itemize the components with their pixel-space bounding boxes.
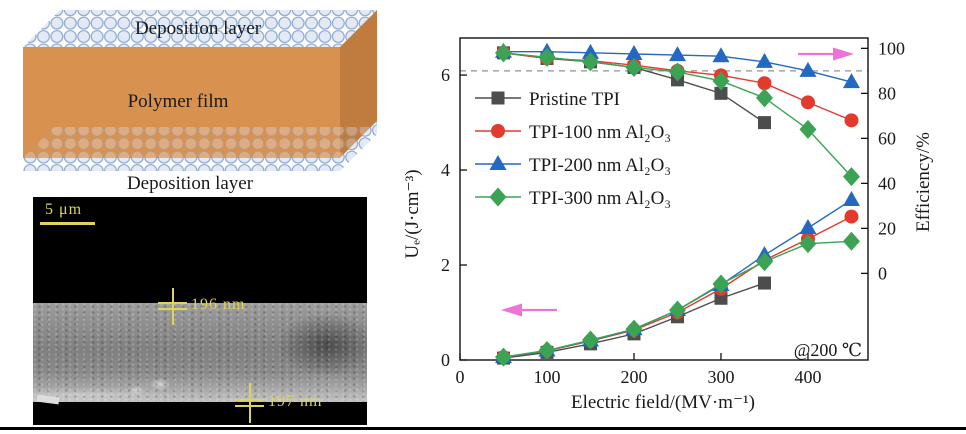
- x-tick-label: 400: [794, 367, 821, 387]
- marker-diamond: [755, 88, 773, 108]
- marker-square: [714, 291, 728, 305]
- marker-diamond: [842, 231, 860, 251]
- film-schematic: Deposition layer Polymer film Deposition…: [23, 10, 377, 194]
- marker-diamond: [755, 252, 773, 272]
- series-line: [503, 215, 852, 358]
- sem-image: 5 μm 196 nm 197 nm: [33, 197, 367, 425]
- right-tick-label: 20: [878, 218, 896, 238]
- marker-square: [757, 276, 771, 290]
- sem-bright-fragment: [36, 394, 60, 405]
- marker-triangle: [712, 47, 730, 63]
- marker-triangle: [489, 155, 507, 170]
- marker-triangle: [668, 46, 686, 62]
- marker-circle: [844, 209, 859, 224]
- caliper-bottom-hline2: [235, 405, 264, 407]
- left-tick-label: 2: [441, 255, 450, 275]
- right-tick-label: 40: [878, 173, 896, 193]
- x-tick-label: 100: [533, 367, 560, 387]
- marker-square: [757, 116, 771, 130]
- marker-diamond: [581, 330, 599, 350]
- sem-film-band: [33, 303, 367, 402]
- marker-triangle: [842, 190, 860, 206]
- marker-diamond: [842, 167, 860, 187]
- legend-label: Pristine TPI: [529, 89, 620, 110]
- plot-frame: [459, 37, 869, 361]
- left-tick-label: 0: [441, 350, 450, 370]
- polymer-film-label: Polymer film: [128, 91, 229, 112]
- film-side-face: [340, 10, 377, 158]
- right-tick-label: 60: [878, 128, 896, 148]
- top-deposition-face: [23, 10, 377, 47]
- marker-triangle: [799, 61, 817, 77]
- right-arrow-head: [833, 47, 854, 61]
- bottom-deposition-row: [23, 158, 340, 171]
- left-tick-label: 6: [441, 65, 450, 85]
- caliper-bottom-hline1: [235, 399, 264, 401]
- marker-diamond: [668, 62, 686, 82]
- marker-diamond: [625, 57, 643, 77]
- measurement-top-label: 196 nm: [191, 296, 246, 313]
- marker-triangle: [755, 52, 773, 68]
- x-tick-label: 300: [707, 367, 734, 387]
- caliper-top-vline: [172, 288, 174, 325]
- marker-diamond: [489, 187, 507, 207]
- right-tick-label: 100: [878, 38, 905, 58]
- scale-bar-label: 5 μm: [45, 201, 83, 218]
- x-tick-label: 0: [456, 367, 465, 387]
- marker-circle: [800, 95, 815, 110]
- scale-bar: [40, 222, 95, 225]
- x-axis-label: Electric field/(MV·m⁻¹): [571, 392, 755, 413]
- sem-noise-texture: [33, 303, 367, 402]
- marker-triangle: [842, 73, 860, 89]
- right-y-axis-label: Efficiency/%: [913, 132, 934, 232]
- marker-diamond: [538, 47, 556, 67]
- left-arrow-head: [501, 303, 522, 317]
- temperature-annotation: @200 ℃: [794, 340, 862, 360]
- left-tick-label: 4: [441, 160, 450, 180]
- measurement-bottom-label: 197 nm: [268, 393, 323, 410]
- marker-triangle: [625, 44, 643, 60]
- top-deposition-label: Deposition layer: [135, 18, 262, 39]
- marker-diamond: [581, 52, 599, 72]
- marker-triangle: [581, 43, 599, 59]
- marker-diamond: [494, 43, 512, 63]
- marker-circle: [844, 113, 859, 128]
- legend-label: TPI-100 nm Al₂O₃: [529, 122, 671, 143]
- figure-bottom-border: [0, 427, 966, 430]
- marker-square: [714, 86, 728, 100]
- bottom-deposition-overlay: [23, 127, 371, 158]
- marker-diamond: [625, 319, 643, 339]
- bottom-deposition-edge: [340, 121, 377, 171]
- legend-label: TPI-200 nm Al₂O₃: [529, 155, 671, 176]
- legend-label: TPI-300 nm Al₂O₃: [529, 188, 671, 209]
- marker-diamond: [538, 341, 556, 361]
- caliper-bottom-vline: [249, 383, 251, 423]
- right-tick-label: 80: [878, 83, 896, 103]
- caliper-top-hline2: [158, 308, 187, 310]
- caliper-top-hline1: [158, 302, 187, 304]
- marker-square: [491, 91, 505, 105]
- x-tick-label: 200: [620, 367, 647, 387]
- right-tick-label: 0: [878, 263, 887, 283]
- marker-circle: [491, 124, 505, 138]
- bottom-deposition-label: Deposition layer: [127, 173, 254, 194]
- series-line: [503, 199, 852, 358]
- marker-diamond: [712, 71, 730, 91]
- marker-circle: [757, 76, 772, 91]
- marker-diamond: [799, 119, 817, 139]
- left-y-axis-label: Uₑ/(J·cm⁻³): [402, 169, 423, 258]
- marker-diamond: [494, 347, 512, 367]
- marker-diamond: [668, 300, 686, 320]
- marker-diamond: [712, 274, 730, 294]
- marker-diamond: [799, 234, 817, 254]
- marker-triangle: [799, 218, 817, 234]
